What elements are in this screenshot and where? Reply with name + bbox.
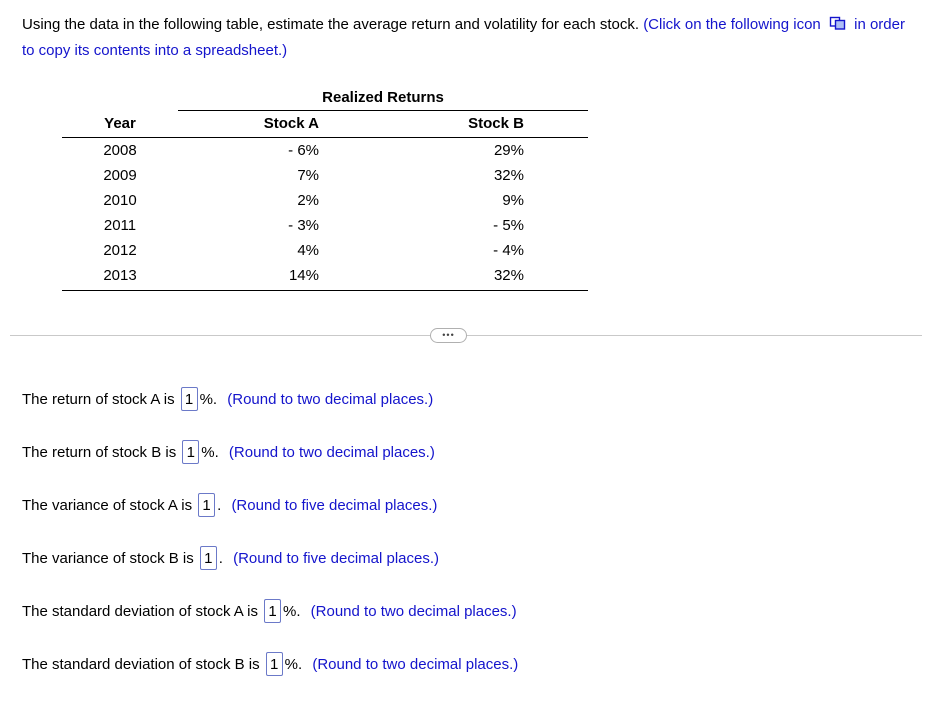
cell-stock-b: 9% (502, 192, 524, 209)
col-header-stock-a: Stock A (178, 110, 383, 138)
cell-stock-a: 2% (297, 192, 319, 209)
rounding-hint: (Round to two decimal places.) (312, 655, 519, 673)
table-spacer-cell (62, 87, 178, 111)
section-divider: ••• (10, 328, 922, 343)
question-blue-after: in order to copy its contents into a spr… (22, 16, 905, 59)
table-row: 2010 2% 9% (62, 188, 588, 213)
cell-year: 2012 (103, 242, 137, 259)
answer-row-return-b: The return of stock B is %. (Round to tw… (22, 439, 932, 465)
expand-collapse-button[interactable]: ••• (430, 328, 467, 343)
answers-section: The return of stock A is %. (Round to tw… (22, 386, 932, 677)
table-row: 2012 4% - 4% (62, 238, 588, 263)
rounding-hint: (Round to two decimal places.) (310, 602, 517, 620)
cell-year: 2013 (62, 263, 178, 291)
answer-prefix: The standard deviation of stock A is (22, 602, 258, 620)
answer-prefix: The variance of stock B is (22, 549, 194, 567)
answer-row-stddev-b: The standard deviation of stock B is %. … (22, 651, 932, 677)
cell-year: 2010 (103, 192, 137, 209)
answer-input-return-b[interactable] (182, 440, 200, 464)
answer-input-stddev-b[interactable] (265, 652, 283, 676)
question-text: Using the data in the following table, e… (22, 13, 914, 63)
realized-returns-table: Realized Returns Year Stock A Stock B 20… (62, 87, 588, 291)
answer-row-return-a: The return of stock A is %. (Round to tw… (22, 386, 932, 412)
answer-suffix: %. (201, 443, 223, 461)
cell-stock-a: 7% (297, 167, 319, 184)
answer-prefix: The return of stock B is (22, 443, 177, 461)
cell-stock-b: - 5% (493, 217, 524, 234)
col-header-stock-b: Stock B (383, 110, 588, 138)
answer-prefix: The return of stock A is (22, 390, 175, 408)
copy-table-icon[interactable] (829, 15, 846, 39)
realized-returns-table-wrap: Realized Returns Year Stock A Stock B 20… (62, 87, 932, 291)
cell-stock-a: 14% (178, 263, 383, 291)
rounding-hint: (Round to five decimal places.) (231, 496, 438, 514)
rounding-hint: (Round to two decimal places.) (228, 443, 435, 461)
table-row: 2008 - 6% 29% (62, 138, 588, 164)
cell-stock-a: - 6% (288, 142, 319, 159)
answer-suffix: %. (282, 602, 305, 620)
answer-suffix: %. (284, 655, 307, 673)
answer-row-variance-a: The variance of stock A is . (Round to f… (22, 492, 932, 518)
cell-stock-a: 4% (297, 242, 319, 259)
col-header-year: Year (62, 110, 178, 138)
answer-row-stddev-a: The standard deviation of stock A is %. … (22, 598, 932, 624)
cell-stock-b: - 4% (493, 242, 524, 259)
cell-stock-b: 29% (493, 142, 524, 159)
table-row: 2011 - 3% - 5% (62, 213, 588, 238)
cell-stock-a: - 3% (288, 217, 319, 234)
answer-suffix: . (218, 549, 228, 567)
answer-input-return-a[interactable] (180, 387, 198, 411)
answer-row-variance-b: The variance of stock B is . (Round to f… (22, 545, 932, 571)
cell-stock-b: 32% (383, 263, 588, 291)
cell-stock-b: 32% (493, 167, 524, 184)
cell-year: 2008 (103, 142, 137, 159)
answer-suffix: . (217, 496, 226, 514)
table-group-header: Realized Returns (178, 87, 588, 111)
cell-year: 2009 (103, 167, 137, 184)
answer-prefix: The standard deviation of stock B is (22, 655, 260, 673)
answer-input-stddev-a[interactable] (263, 599, 281, 623)
question-black-text: Using the data in the following table, e… (22, 16, 640, 33)
answer-prefix: The variance of stock A is (22, 496, 193, 514)
table-row: 2009 7% 32% (62, 163, 588, 188)
answer-input-variance-b[interactable] (199, 546, 217, 570)
cell-year: 2011 (103, 217, 137, 234)
answer-suffix: %. (199, 390, 222, 408)
rounding-hint: (Round to two decimal places.) (227, 390, 434, 408)
table-row: 2013 14% 32% (62, 263, 588, 291)
question-blue-before: (Click on the following icon (643, 16, 821, 33)
rounding-hint: (Round to five decimal places.) (233, 549, 440, 567)
answer-input-variance-a[interactable] (198, 493, 216, 517)
